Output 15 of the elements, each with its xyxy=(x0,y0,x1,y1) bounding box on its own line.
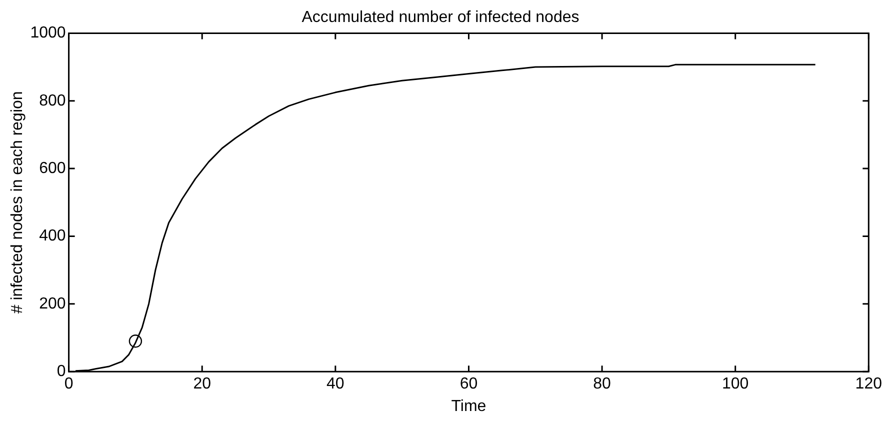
y-tick-label: 200 xyxy=(39,295,66,312)
x-tick-label: 80 xyxy=(593,376,612,393)
y-axis-title: # infected nodes in each region xyxy=(9,91,26,314)
y-tick-label: 600 xyxy=(39,160,66,177)
y-tick-label: 400 xyxy=(39,228,66,245)
y-tick-label: 800 xyxy=(39,92,66,110)
y-tick-label: 1000 xyxy=(30,24,66,42)
y-tick-label: 0 xyxy=(56,363,66,380)
x-tick-label: 20 xyxy=(193,376,212,393)
x-tick-label: 40 xyxy=(326,376,344,393)
x-axis-title: Time xyxy=(451,398,486,415)
chart-title: Accumulated number of infected nodes xyxy=(302,9,580,26)
x-tick-label: 120 xyxy=(855,376,882,393)
x-tick-label: 100 xyxy=(722,376,749,393)
x-tick-label: 60 xyxy=(460,376,478,393)
